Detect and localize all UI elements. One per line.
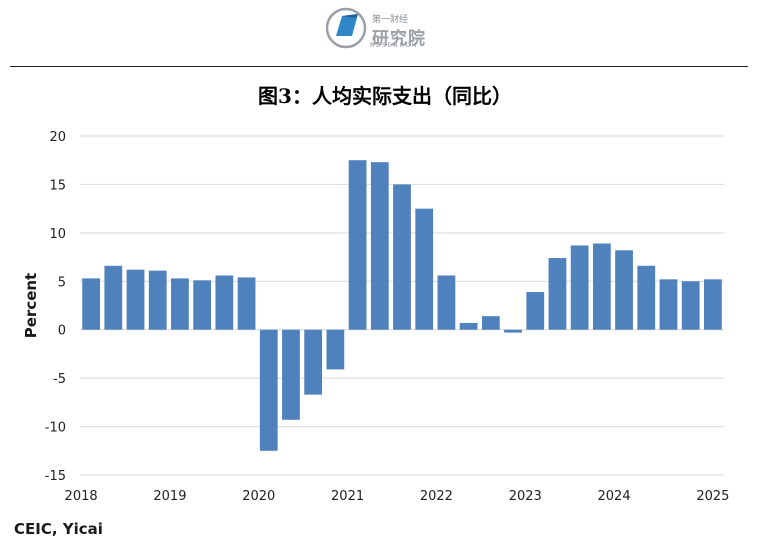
x-tick-label: 2021 xyxy=(331,489,364,504)
source-label: CEIC, Yicai xyxy=(14,520,103,538)
bar xyxy=(615,250,633,330)
x-tick-label: 2025 xyxy=(696,489,729,504)
bar xyxy=(82,278,100,330)
y-tick-label: 5 xyxy=(58,275,66,290)
bar xyxy=(681,281,700,330)
y-tick-label: -10 xyxy=(45,421,66,436)
logo-icon xyxy=(326,7,367,49)
logo-subtitle: RESEARCH xyxy=(370,42,419,49)
bar xyxy=(459,322,478,330)
bar xyxy=(592,243,611,330)
bar xyxy=(126,269,145,330)
y-tick-label: 20 xyxy=(49,130,66,145)
logo-name: 研究院 xyxy=(372,29,426,49)
y-tick-label: -5 xyxy=(53,372,66,387)
bar xyxy=(370,162,389,330)
bar xyxy=(570,245,589,330)
bar xyxy=(526,291,545,330)
y-tick-label: 15 xyxy=(49,178,66,193)
bar xyxy=(481,316,500,330)
bar xyxy=(148,270,167,330)
bar xyxy=(304,329,323,395)
bar xyxy=(415,208,434,330)
bar xyxy=(237,277,256,330)
bar xyxy=(259,329,278,451)
header-divider xyxy=(10,66,748,67)
x-tick-label: 2022 xyxy=(420,489,453,504)
x-tick-label: 2024 xyxy=(598,489,631,504)
bar xyxy=(104,265,123,330)
y-tick-label: 0 xyxy=(58,324,66,339)
chart-title: 图3：人均实际支出（同比） xyxy=(258,84,512,108)
bar xyxy=(215,275,234,330)
x-tick-label: 2018 xyxy=(65,489,98,504)
bar xyxy=(704,279,722,330)
bar-chart: 20 15 10 5 0 -5 -10 -15 2018 2019 2020 2021 2022 2023… xyxy=(22,130,729,504)
x-tick-label: 2020 xyxy=(242,489,275,504)
bar xyxy=(326,329,345,370)
bar xyxy=(659,279,678,330)
bar xyxy=(504,329,522,333)
x-tick-label: 2023 xyxy=(509,489,542,504)
bar xyxy=(437,275,456,330)
bar xyxy=(348,160,367,330)
bar xyxy=(548,258,567,330)
logo-top-text: 第一财经 xyxy=(372,15,409,25)
bar xyxy=(282,329,300,420)
y-tick-label: 10 xyxy=(49,227,66,242)
bar xyxy=(393,184,411,330)
x-tick-label: 2019 xyxy=(153,489,186,504)
bar xyxy=(171,278,189,330)
y-tick-label: -15 xyxy=(45,469,66,484)
y-axis-label: Percent xyxy=(22,273,40,338)
bar xyxy=(637,265,656,330)
bar xyxy=(193,280,212,330)
